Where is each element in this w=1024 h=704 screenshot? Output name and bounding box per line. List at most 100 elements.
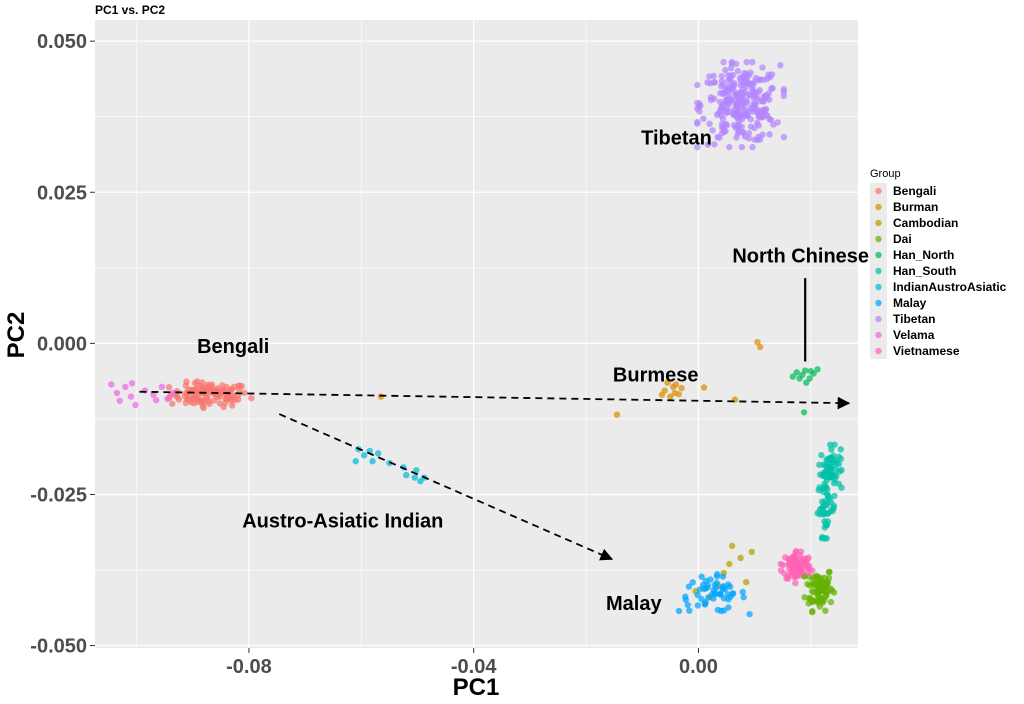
point-bengali (248, 394, 255, 402)
point-tibetan (734, 67, 742, 75)
point-indianaustroasiatic (411, 474, 418, 481)
point-tibetan (696, 100, 703, 108)
point-cambodian (728, 542, 736, 550)
point-han_south (816, 506, 824, 513)
point-vietnamese (790, 556, 797, 563)
point-han_south (828, 446, 835, 453)
point-tibetan (745, 130, 753, 137)
point-han_south (827, 454, 835, 462)
point-tibetan (752, 74, 760, 82)
point-tibetan (747, 123, 755, 130)
point-bengali (241, 389, 248, 396)
y-tick-label: -0.025 (30, 484, 87, 506)
point-malay (702, 577, 710, 585)
point-dai (817, 574, 825, 582)
point-malay (725, 604, 732, 611)
point-malay (689, 579, 696, 586)
x-tick-label: -0.04 (451, 656, 497, 678)
point-han_north (796, 375, 803, 382)
point-tibetan (745, 91, 753, 98)
point-vietnamese (792, 579, 799, 587)
point-velama (108, 381, 115, 388)
point-burman (678, 384, 685, 392)
legend-key-cambodian (875, 219, 882, 227)
point-malay (696, 586, 704, 593)
point-han_north (803, 379, 810, 386)
point-dai (814, 599, 821, 606)
point-tibetan (743, 58, 750, 66)
point-malay (682, 596, 689, 603)
point-han_south (819, 533, 826, 541)
legend-key-han_north (875, 251, 882, 259)
point-tibetan (747, 115, 754, 123)
point-vietnamese (795, 571, 802, 578)
point-tibetan (725, 101, 733, 108)
legend-key-indianaustroasiatic (875, 283, 882, 291)
point-tibetan (749, 58, 756, 66)
point-vietnamese (804, 570, 812, 577)
point-malay (719, 573, 727, 580)
point-han_south (818, 451, 825, 459)
point-tibetan (706, 120, 713, 127)
point-tibetan (749, 105, 756, 113)
point-tibetan (704, 141, 712, 148)
point-cambodian (742, 578, 750, 586)
trend-arrow (278, 413, 614, 561)
legend-key-malay (875, 299, 882, 307)
point-malay (675, 607, 683, 615)
point-han_south (822, 473, 830, 481)
y-tick-label: 0.050 (37, 31, 87, 53)
point-han_south (819, 510, 827, 518)
point-tibetan (696, 108, 703, 115)
legend-label: Dai (893, 232, 912, 246)
point-bengali (208, 383, 215, 390)
point-han_south (835, 480, 842, 487)
point-indianaustroasiatic (374, 450, 382, 457)
point-malay (698, 595, 705, 603)
legend-label: Cambodian (893, 216, 958, 230)
point-bengali (222, 399, 229, 406)
point-velama (164, 395, 171, 403)
x-tick-label: -0.08 (226, 656, 272, 678)
point-tibetan (728, 60, 736, 67)
point-tibetan (709, 127, 716, 134)
point-tibetan (738, 143, 746, 151)
point-cambodian (737, 554, 744, 562)
point-burman (672, 381, 680, 388)
point-tibetan (766, 116, 773, 123)
point-malay (726, 583, 734, 590)
point-malay (717, 591, 724, 598)
annotation-label: Burmese (613, 364, 699, 386)
point-vietnamese (777, 560, 784, 568)
point-han_north (800, 409, 808, 416)
point-indianaustroasiatic (369, 458, 376, 465)
legend-label: Bengali (893, 184, 936, 198)
point-vietnamese (782, 554, 789, 561)
legend-key-dai (875, 235, 882, 243)
point-velama (158, 383, 166, 391)
point-malay (746, 610, 753, 618)
legend-label: Tibetan (893, 312, 935, 326)
point-tibetan (737, 95, 744, 102)
point-han_south (823, 491, 831, 498)
point-burman (700, 384, 708, 391)
point-dai (830, 589, 838, 596)
point-malay (729, 590, 737, 597)
point-han_south (837, 446, 844, 453)
point-velama (153, 396, 160, 404)
point-tibetan (694, 143, 701, 151)
point-malay (685, 583, 693, 590)
point-han_south (822, 502, 830, 509)
legend-label: Velama (893, 328, 935, 342)
point-tibetan (718, 78, 726, 85)
point-cambodian (748, 548, 756, 556)
point-malay (740, 594, 747, 601)
point-malay (703, 584, 711, 592)
point-tibetan (719, 102, 726, 109)
point-bengali (232, 396, 239, 404)
point-tibetan (726, 143, 733, 151)
point-tibetan (743, 97, 750, 104)
point-vietnamese (797, 548, 805, 555)
point-dai (811, 581, 818, 588)
point-han_south (831, 441, 838, 448)
